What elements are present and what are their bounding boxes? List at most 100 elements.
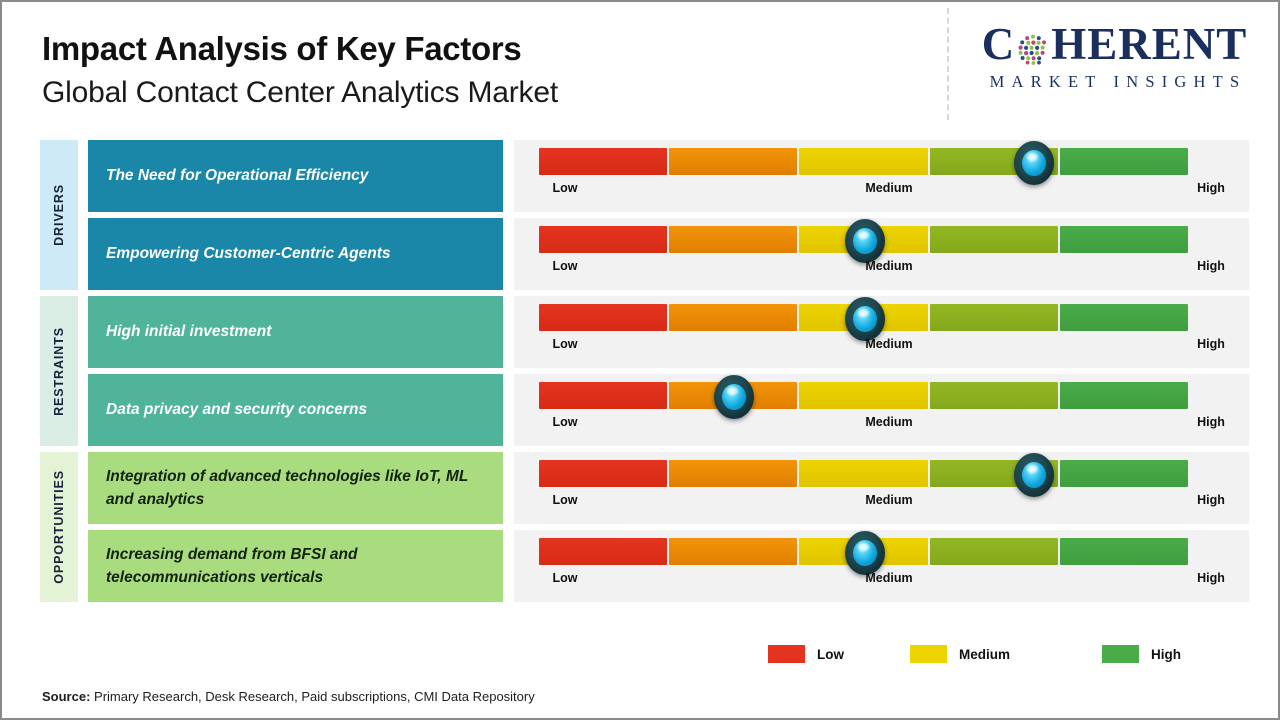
- logo-tagline: MARKET INSIGHTS: [989, 72, 1247, 91]
- gauge-segment-medium: [799, 382, 928, 409]
- gauge-panel: Low Medium High: [514, 374, 1249, 446]
- scale-label-medium: Medium: [865, 181, 913, 195]
- gauge-segment-low-medium: [669, 460, 798, 487]
- gauge-scale-labels: Low Medium High: [539, 337, 1225, 359]
- gauge-segment-low: [539, 304, 668, 331]
- factor-card[interactable]: Increasing demand from BFSI and telecomm…: [88, 530, 503, 602]
- source-note: Source: Primary Research, Desk Research,…: [42, 689, 535, 704]
- gauge-segment-low-medium: [669, 538, 798, 565]
- gauge-segment-low: [539, 382, 668, 409]
- factor-card[interactable]: High initial investment: [88, 296, 503, 368]
- logo-wordmark: C: [962, 22, 1267, 67]
- gauge-segment-low: [539, 148, 668, 175]
- legend-swatch-medium: [910, 645, 947, 663]
- gauge-segment-low: [539, 226, 668, 253]
- gauge-segment-high: [1059, 538, 1189, 565]
- gauge-panel: Low Medium High: [514, 218, 1249, 290]
- gauge-scale-labels: Low Medium High: [539, 493, 1225, 515]
- gauge-marker[interactable]: [844, 531, 885, 575]
- factor-card[interactable]: Integration of advanced technologies lik…: [88, 452, 503, 524]
- matrix-row: Increasing demand from BFSI and telecomm…: [2, 530, 1278, 602]
- gauge-panel: Low Medium High: [514, 452, 1249, 524]
- scale-label-medium: Medium: [865, 493, 913, 507]
- page-subtitle: Global Contact Center Analytics Market: [42, 75, 558, 109]
- group-opportunities: OPPORTUNITIES Integration of advanced te…: [2, 452, 1278, 602]
- legend-label-low: Low: [817, 646, 844, 662]
- gauge-bar: [539, 297, 1190, 341]
- scale-label-high: High: [1197, 415, 1225, 429]
- scale-label-high: High: [1197, 571, 1225, 585]
- matrix-row: Integration of advanced technologies lik…: [2, 452, 1278, 524]
- legend-swatch-high: [1102, 645, 1139, 663]
- gauge-segment-medium-high: [929, 304, 1058, 331]
- gauge-segment-medium: [799, 148, 928, 175]
- legend: Low Medium High: [762, 645, 1202, 671]
- matrix-row: Empowering Customer-Centric Agents Low M…: [2, 218, 1278, 290]
- factor-card[interactable]: Data privacy and security concerns: [88, 374, 503, 446]
- header: Impact Analysis of Key Factors Global Co…: [2, 2, 1278, 132]
- gauge-segment-low-medium: [669, 148, 798, 175]
- title-block: Impact Analysis of Key Factors Global Co…: [42, 30, 558, 111]
- scale-label-low: Low: [552, 337, 578, 351]
- gauge-marker[interactable]: [1013, 453, 1054, 497]
- gauge-marker[interactable]: [844, 297, 885, 341]
- scale-label-medium: Medium: [865, 337, 913, 351]
- impact-matrix: DRIVERS The Need for Operational Efficie…: [2, 140, 1278, 608]
- source-text: Primary Research, Desk Research, Paid su…: [90, 689, 535, 704]
- gauge-bar: [539, 141, 1190, 185]
- scale-label-medium: Medium: [865, 571, 913, 585]
- gauge-segment-low-medium: [669, 226, 798, 253]
- gauge-bar: [539, 375, 1190, 419]
- gauge-segment-medium-high: [929, 382, 1058, 409]
- page-title: Impact Analysis of Key Factors: [42, 30, 522, 67]
- scale-label-high: High: [1197, 259, 1225, 273]
- gauge-bar: [539, 453, 1190, 497]
- group-label-restraints: RESTRAINTS: [40, 296, 78, 446]
- gauge-scale-labels: Low Medium High: [539, 259, 1225, 281]
- gauge-bar: [539, 531, 1190, 575]
- matrix-row: Data privacy and security concerns Low M…: [2, 374, 1278, 446]
- gauge-segment-low-medium: [669, 304, 798, 331]
- gauge-panel: Low Medium High: [514, 296, 1249, 368]
- factor-card[interactable]: The Need for Operational Efficiency: [88, 140, 503, 212]
- gauge-segment-high: [1059, 148, 1189, 175]
- scale-label-medium: Medium: [865, 415, 913, 429]
- gauge-bar: [539, 219, 1190, 263]
- legend-item-medium: Medium: [910, 645, 1010, 663]
- gauge-segment-high: [1059, 460, 1189, 487]
- gauge-marker[interactable]: [844, 219, 885, 263]
- globe-sphere-icon: [1016, 30, 1050, 66]
- logo-word-herent: HERENT: [1051, 19, 1248, 69]
- gauge-segment-medium-high: [929, 538, 1058, 565]
- scale-label-medium: Medium: [865, 259, 913, 273]
- gauge-segment-low: [539, 460, 668, 487]
- scale-label-high: High: [1197, 337, 1225, 351]
- group-restraints: RESTRAINTS High initial investment Low: [2, 296, 1278, 446]
- gauge-segment-low: [539, 538, 668, 565]
- legend-swatch-low: [768, 645, 805, 663]
- gauge-scale-labels: Low Medium High: [539, 181, 1225, 203]
- gauge-scale-labels: Low Medium High: [539, 415, 1225, 437]
- group-label-drivers: DRIVERS: [40, 140, 78, 290]
- gauge-marker[interactable]: [1013, 141, 1054, 185]
- matrix-row: High initial investment Low Medium High: [2, 296, 1278, 368]
- logo-letter-c: C: [981, 19, 1016, 69]
- gauge-marker[interactable]: [714, 375, 755, 419]
- scale-label-low: Low: [552, 415, 578, 429]
- factor-card[interactable]: Empowering Customer-Centric Agents: [88, 218, 503, 290]
- header-divider: [947, 8, 949, 120]
- scale-label-low: Low: [552, 181, 578, 195]
- gauge-segment-high: [1059, 226, 1189, 253]
- scale-label-high: High: [1197, 493, 1225, 507]
- group-label-opportunities: OPPORTUNITIES: [40, 452, 78, 602]
- source-label: Source:: [42, 689, 91, 704]
- gauge-segment-high: [1059, 304, 1189, 331]
- legend-label-medium: Medium: [959, 646, 1011, 662]
- gauge-segment-medium-high: [929, 226, 1058, 253]
- scale-label-low: Low: [552, 493, 578, 507]
- scale-label-low: Low: [552, 571, 578, 585]
- gauge-panel: Low Medium High: [514, 530, 1249, 602]
- legend-item-low: Low: [768, 645, 844, 663]
- scale-label-high: High: [1197, 181, 1225, 195]
